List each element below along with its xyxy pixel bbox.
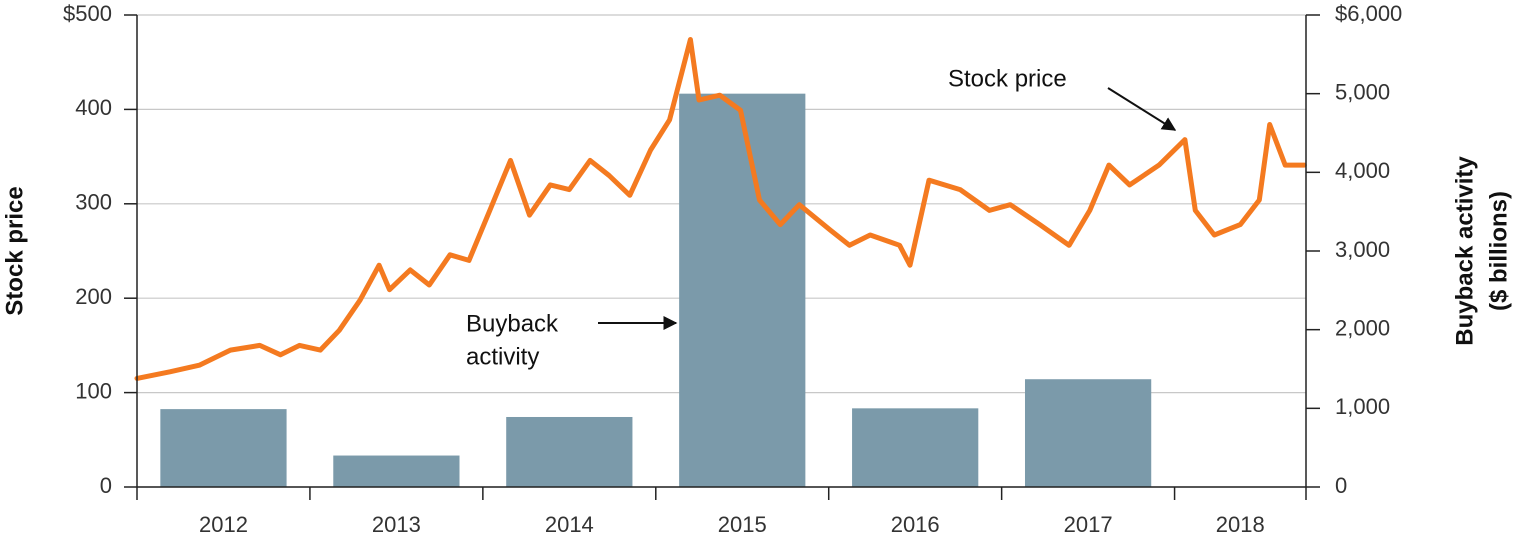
axes: 0 100 200 300 400 $500 0 1,000 2,000 3,000 4,000 5,…: [63, 1, 1402, 537]
y2-axis-title: ($ billions): [1485, 191, 1512, 311]
marks: [134, 37, 1307, 488]
bar: [506, 416, 633, 487]
y-tick-label: 100: [75, 378, 112, 403]
x-tick-label: 2014: [545, 512, 594, 537]
annotation: Buyback: [466, 310, 559, 337]
bar: [1024, 379, 1152, 487]
annotation: Stock price: [948, 65, 1067, 92]
y2-tick-label: $6,000: [1335, 1, 1402, 26]
y-tick-label: 300: [75, 190, 112, 215]
x-tick-label: 2013: [372, 512, 421, 537]
x-tick-label: 2017: [1064, 512, 1113, 537]
y2-tick-label: 3,000: [1335, 237, 1390, 262]
y2-tick-label: 0: [1335, 473, 1347, 498]
x-tick-label: 2018: [1216, 512, 1265, 537]
annotation-arrow: [1107, 87, 1177, 131]
y2-tick-label: 4,000: [1335, 158, 1390, 183]
bar: [852, 408, 979, 487]
y2-tick-label: 1,000: [1335, 394, 1390, 419]
bar: [160, 409, 287, 487]
bar: [679, 93, 806, 488]
x-tick-label: 2012: [199, 512, 248, 537]
x-tick-label: 2016: [891, 512, 940, 537]
y-tick-label: 400: [75, 95, 112, 120]
x-tick-label: 2015: [718, 512, 767, 537]
bar: [333, 455, 460, 487]
y2-tick-label: 5,000: [1335, 79, 1390, 104]
y2-tick-label: 2,000: [1335, 315, 1390, 340]
y-tick-label: $500: [63, 1, 112, 26]
y-tick-label: 200: [75, 284, 112, 309]
annotation: activity: [466, 343, 539, 370]
y-tick-label: 0: [100, 473, 112, 498]
y2-axis-title: Buyback activity: [1451, 156, 1478, 346]
price-line: [134, 37, 1307, 381]
y-axis-title: Stock price: [1, 186, 28, 315]
